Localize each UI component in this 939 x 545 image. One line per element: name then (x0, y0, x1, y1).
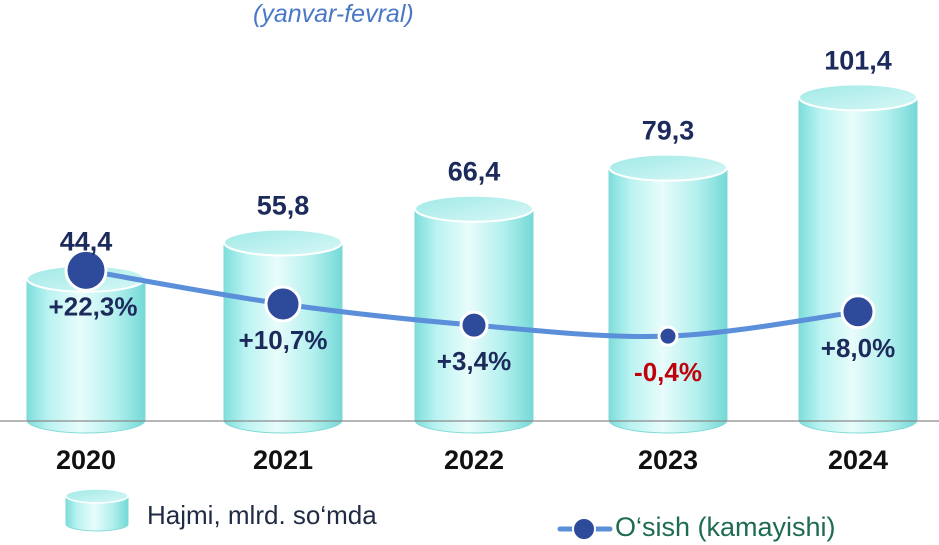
legend-bar-swatch (65, 488, 129, 532)
bar-value-label-2020: 44,4 (60, 227, 113, 257)
legend-line-swatch (557, 517, 613, 541)
legend-line-label: O‘sish (kamayishi) (615, 512, 836, 542)
growth-label-2020: +22,3% (49, 291, 138, 321)
bar-2023 (608, 153, 728, 434)
bar-2024 (798, 83, 918, 434)
growth-marker-2023 (657, 325, 679, 347)
x-tick-label-2024: 2024 (828, 445, 888, 475)
bar-value-label-2022: 66,4 (448, 157, 501, 187)
x-tick-label-2020: 2020 (56, 445, 116, 475)
bar-value-label-2023: 79,3 (642, 116, 695, 146)
growth-label-2024: +8,0% (821, 333, 895, 363)
bar-2021 (223, 228, 343, 434)
growth-label-2023: -0,4% (634, 357, 702, 387)
bar-value-label-2021: 55,8 (257, 190, 310, 220)
legend-bars-label: Hajmi, mlrd. so‘mda (147, 500, 377, 530)
x-tick-label-2023: 2023 (638, 445, 698, 475)
growth-marker-2022 (459, 310, 489, 340)
growth-label-2022: +3,4% (437, 346, 511, 376)
bar-2020 (26, 264, 146, 434)
growth-marker-2021 (264, 285, 302, 323)
growth-marker-2020 (64, 248, 108, 292)
growth-marker-2024 (840, 294, 876, 330)
x-tick-label-2021: 2021 (253, 445, 313, 475)
x-tick-label-2022: 2022 (444, 445, 504, 475)
bar-value-label-2024: 101,4 (824, 45, 892, 75)
chart-subtitle: (yanvar-fevral) (253, 0, 414, 28)
growth-label-2021: +10,7% (239, 325, 328, 355)
